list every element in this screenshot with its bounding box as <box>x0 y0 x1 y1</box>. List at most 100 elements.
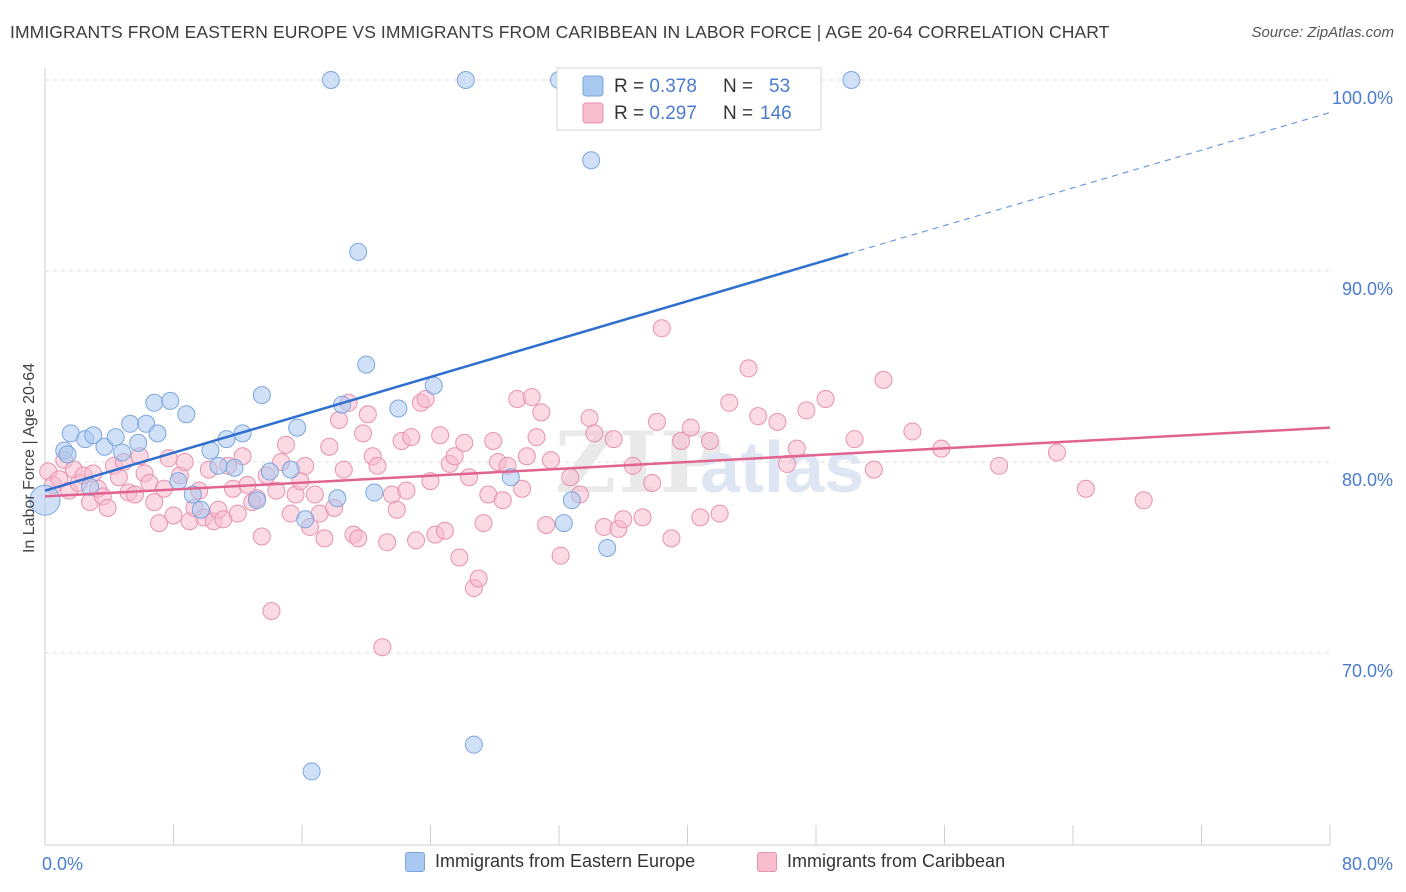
eastern-europe-point <box>365 483 384 502</box>
eastern-europe-point <box>58 445 77 464</box>
eastern-europe-point <box>302 762 321 781</box>
eastern-europe-trend-extension <box>847 111 1331 255</box>
legend-label: Immigrants from Eastern Europe <box>435 851 696 871</box>
legend-n-value: 53 <box>769 76 790 97</box>
caribbean-point <box>484 431 503 450</box>
caribbean-point <box>527 428 546 447</box>
eastern-europe-point <box>209 456 228 475</box>
caribbean-point <box>787 439 806 458</box>
y-tick-label: 100.0% <box>1332 88 1393 108</box>
caribbean-point <box>903 422 922 441</box>
eastern-europe-point <box>148 424 167 443</box>
eastern-europe-point <box>121 414 140 433</box>
caribbean-point <box>164 506 183 525</box>
caribbean-point <box>874 370 893 389</box>
caribbean-point <box>329 410 348 429</box>
eastern-europe-point <box>113 443 132 462</box>
legend-r-value: 0.297 <box>649 103 697 124</box>
caribbean-point <box>522 388 541 407</box>
caribbean-point <box>513 479 532 498</box>
eastern-europe-point <box>321 71 340 89</box>
eastern-europe-point <box>288 418 307 437</box>
caribbean-point <box>267 481 286 500</box>
caribbean-point <box>749 407 768 426</box>
caribbean-point <box>469 569 488 588</box>
svg-text:N =: N = <box>723 76 753 97</box>
eastern-europe-point <box>161 391 180 410</box>
eastern-europe-point <box>328 489 347 508</box>
caribbean-point <box>150 514 169 533</box>
eastern-europe-point <box>29 484 61 516</box>
caribbean-point <box>517 447 536 466</box>
eastern-europe-point <box>389 399 408 418</box>
eastern-europe-point <box>424 376 443 395</box>
caribbean-point <box>710 504 729 523</box>
eastern-europe-point <box>191 500 210 519</box>
legend-item-caribbean[interactable]: Immigrants from Caribbean <box>757 851 1005 872</box>
eastern-europe-point <box>281 460 300 479</box>
x-tick-label: 80.0% <box>1342 854 1393 874</box>
legend-swatch-blue <box>582 75 604 97</box>
legend-n-label: N = <box>723 103 753 124</box>
caribbean-point <box>561 468 580 487</box>
caribbean-trend-line <box>44 426 1331 498</box>
caribbean-point <box>455 433 474 452</box>
trend-lines <box>44 111 1331 498</box>
caribbean-points <box>39 319 1153 657</box>
legend-swatch-pink <box>757 851 777 872</box>
caribbean-point <box>175 453 194 471</box>
caribbean-point <box>450 548 469 567</box>
caribbean-point <box>334 460 353 479</box>
eastern-europe-points <box>29 71 861 781</box>
caribbean-point <box>460 468 479 487</box>
caribbean-point <box>797 401 816 420</box>
y-axis-label: In Labor Force | Age 20-64 <box>21 363 38 553</box>
y-tick-label: 90.0% <box>1342 279 1393 299</box>
y-tick-label: 80.0% <box>1342 470 1393 490</box>
caribbean-point <box>387 500 406 519</box>
caribbean-point <box>864 460 883 479</box>
eastern-europe-point <box>501 468 520 487</box>
eastern-europe-point <box>252 386 271 405</box>
legend-item-eastern-europe[interactable]: Immigrants from Eastern Europe <box>405 851 695 872</box>
legend-swatch-blue <box>405 851 425 872</box>
caribbean-point <box>125 485 144 504</box>
caribbean-point <box>145 493 164 512</box>
caribbean-point <box>368 456 387 475</box>
caribbean-point <box>445 447 464 466</box>
caribbean-point <box>739 359 758 378</box>
eastern-europe-point <box>349 242 368 261</box>
caribbean-point <box>354 424 373 443</box>
caribbean-point <box>252 527 271 546</box>
eastern-europe-point <box>260 462 279 481</box>
eastern-europe-point <box>562 491 581 510</box>
caribbean-point <box>691 508 710 527</box>
caribbean-point <box>720 393 739 412</box>
caribbean-point <box>652 319 671 338</box>
caribbean-point <box>816 389 835 408</box>
caribbean-point <box>431 426 450 445</box>
caribbean-point <box>537 516 556 535</box>
caribbean-point <box>98 498 117 517</box>
caribbean-point <box>990 456 1009 475</box>
eastern-europe-point <box>598 538 617 557</box>
caribbean-point <box>1076 479 1095 498</box>
legend-n-label: N = <box>723 76 753 97</box>
source-credit: Source: ZipAtlas.com <box>1251 24 1394 41</box>
caribbean-point <box>262 601 281 620</box>
caribbean-point <box>276 435 295 454</box>
tick-labels: 70.0% 80.0% 90.0% 100.0% 0.0% 80.0% <box>42 88 1393 874</box>
legend-r-value: 0.378 <box>649 76 697 97</box>
caribbean-point <box>614 510 633 529</box>
eastern-europe-point <box>169 472 188 491</box>
caribbean-point <box>416 389 435 408</box>
chart-title: IMMIGRANTS FROM EASTERN EUROPE VS IMMIGR… <box>10 22 1110 42</box>
caribbean-point <box>662 529 681 548</box>
axes <box>44 68 1331 846</box>
caribbean-point <box>358 405 377 424</box>
caribbean-point <box>1134 491 1153 510</box>
eastern-europe-point <box>296 510 315 529</box>
caribbean-point <box>647 412 666 431</box>
caribbean-point <box>580 409 599 428</box>
